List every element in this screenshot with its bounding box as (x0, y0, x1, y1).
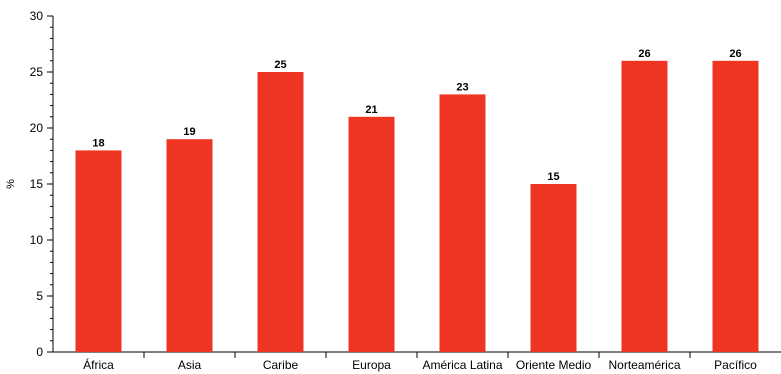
bar-value-label: 21 (365, 104, 377, 116)
y-tick-label: 25 (30, 65, 44, 79)
x-category-label: Pacífico (714, 358, 757, 372)
bar-value-label: 18 (92, 137, 104, 149)
x-category-label: Caribe (263, 358, 299, 372)
y-axis: 0 5 10 15 20 25 30 (30, 9, 54, 359)
x-axis: África Asia Caribe Europa América Latina Orie… (53, 351, 781, 372)
bar-value-label: 23 (456, 81, 468, 93)
y-axis-title: % (5, 179, 17, 189)
bar (530, 184, 577, 352)
bar (712, 60, 759, 353)
y-tick-label: 0 (36, 345, 43, 359)
x-category-label: África (83, 357, 114, 372)
bar-value-label: 19 (183, 126, 195, 138)
y-tick-label: 30 (30, 9, 44, 23)
bar-value-label: 25 (274, 59, 286, 71)
x-category-label: Europa (352, 358, 391, 372)
bar-value-label: 15 (547, 171, 559, 183)
bar (439, 94, 486, 353)
bar (166, 139, 213, 352)
bars (75, 60, 759, 353)
y-tick-label: 5 (36, 289, 43, 303)
bar (348, 116, 395, 352)
bar-value-label: 26 (638, 48, 650, 60)
y-tick-label: 20 (30, 121, 44, 135)
bar (621, 60, 668, 353)
bar (75, 150, 122, 352)
y-tick-label: 15 (30, 177, 44, 191)
x-category-label: Oriente Medio (516, 358, 592, 372)
y-tick-label: 10 (30, 233, 44, 247)
x-category-label: América Latina (422, 358, 502, 372)
bar (257, 72, 304, 352)
x-category-label: Asia (178, 358, 202, 372)
bar-value-label: 26 (729, 48, 741, 60)
x-category-label: Norteamérica (608, 358, 680, 372)
data-labels: 18 19 25 21 23 15 26 26 (92, 48, 741, 183)
